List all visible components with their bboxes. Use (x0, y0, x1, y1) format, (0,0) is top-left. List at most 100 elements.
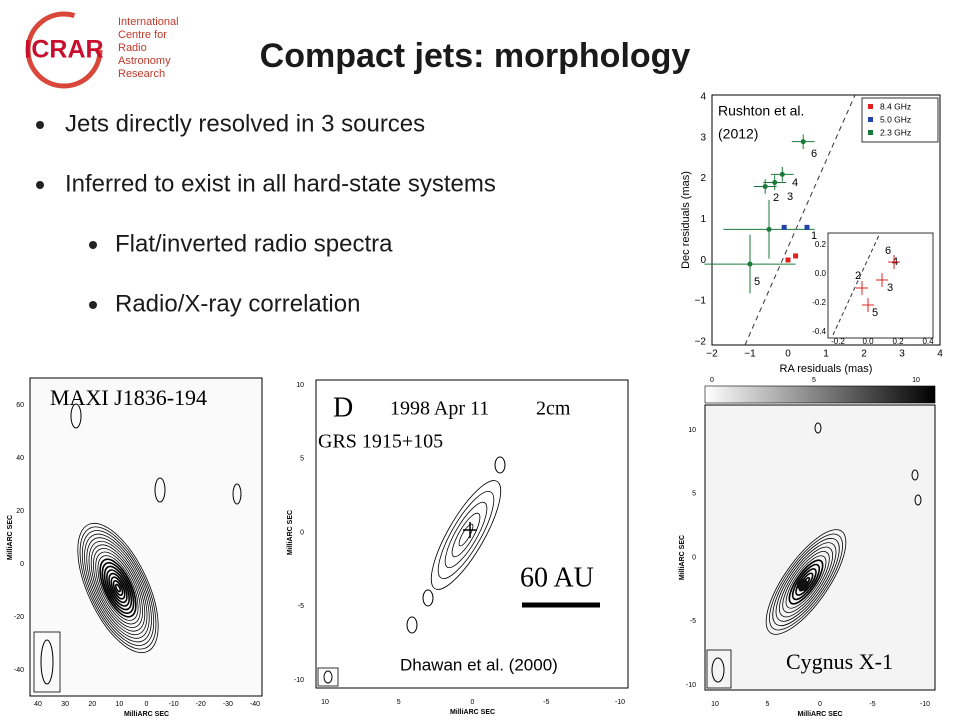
contour (437, 491, 495, 579)
y-tick-label: -20 (14, 614, 24, 621)
inset-y-tick: -0.2 (812, 298, 826, 307)
citation: Dhawan et al. (2000) (400, 655, 558, 674)
contour (97, 555, 139, 621)
x-tick-label: -5 (869, 701, 875, 708)
title: Compact jets: morphology (260, 37, 691, 75)
y-tick-label: 4 (700, 92, 706, 103)
source-label: MAXI J1836-194 (50, 385, 207, 410)
y-axis-label: Dec residuals (mas) (680, 171, 692, 269)
point (781, 224, 787, 230)
x-tick-label: 0 (145, 701, 149, 708)
x-tick-label: 20 (88, 701, 96, 708)
point (762, 184, 768, 190)
contour (458, 523, 474, 547)
colorbar-tick: 5 (812, 377, 816, 384)
point (766, 226, 772, 232)
x-tick-label: 0 (471, 699, 475, 706)
point (785, 257, 791, 263)
bullet-dot (36, 121, 44, 129)
x-tick-label: -20 (196, 701, 206, 708)
source-label: Cygnus X-1 (786, 649, 893, 674)
logo-line: Centre for (118, 29, 167, 41)
contour (444, 501, 488, 569)
band: 2cm (536, 398, 571, 420)
contour (103, 565, 133, 611)
contour (814, 422, 822, 434)
contour (782, 551, 830, 613)
contour (430, 480, 502, 590)
x-axis-label: MilliARC SEC (797, 711, 842, 718)
contour (110, 576, 126, 600)
date: 1998 Apr 11 (390, 398, 489, 420)
contour (70, 403, 82, 429)
contour (785, 555, 827, 609)
x-tick-label: 0 (818, 701, 822, 708)
contour (88, 540, 148, 636)
core (797, 579, 809, 591)
point (772, 179, 778, 185)
x-tick-label: 30 (61, 701, 69, 708)
point-label: 6 (811, 148, 817, 160)
contour (79, 526, 157, 650)
x-tick-label: -10 (920, 701, 930, 708)
y-tick-label: 2 (700, 173, 706, 184)
inset-y-tick: -0.4 (812, 327, 826, 336)
inset-y-tick: 0.2 (815, 240, 827, 249)
y-tick-label: 10 (296, 382, 304, 389)
y-tick-label: 0 (692, 554, 696, 561)
y-tick-label: -10 (686, 682, 696, 689)
inset-x-tick: 0.4 (922, 337, 934, 346)
citation: (2012) (718, 126, 758, 142)
inset-label: 3 (887, 282, 893, 294)
x-axis-label: MilliARC SEC (450, 709, 495, 716)
inset-label: 5 (872, 307, 878, 319)
inset-y-tick: 0.0 (815, 269, 827, 278)
x-tick-label: 10 (321, 699, 329, 706)
y-axis-label: MilliARC SEC (679, 535, 686, 580)
contour (99, 558, 137, 618)
bullet-dot (89, 241, 97, 249)
y-tick-label: 1 (700, 214, 706, 225)
contour (772, 537, 840, 627)
sub-bullet: Radio/X-ray correlation (115, 290, 360, 317)
sub-bullet: Flat/inverted radio spectra (115, 230, 393, 257)
x-tick-label: 1 (823, 349, 829, 360)
contour (84, 533, 152, 643)
logo-line: International (118, 16, 179, 28)
point-label: 4 (792, 177, 798, 189)
contour (494, 456, 506, 474)
contour (114, 583, 122, 593)
rushton-figure: Rushton et al.(2012)−2 −1 0 1 2 3 443210−1−2RA… (680, 92, 943, 375)
contour (154, 477, 166, 503)
x-tick-label: 10 (711, 701, 719, 708)
y-tick-label: −1 (695, 296, 707, 307)
source-label: GRS 1915+105 (318, 431, 443, 453)
contour (90, 544, 146, 632)
x-tick-label: -5 (543, 699, 549, 706)
contour (112, 580, 124, 596)
y-tick-label: 5 (692, 491, 696, 498)
y-tick-label: 0 (300, 529, 304, 536)
point (800, 139, 806, 145)
x-tick-label: -40 (250, 701, 260, 708)
contour (769, 533, 843, 631)
citation: Rushton et al. (718, 103, 804, 119)
inset-x-tick: -0.2 (831, 337, 845, 346)
point-label: 5 (754, 276, 760, 288)
cygnus-figure: 0 5 10 Cygnus X-1 10 5 0 -5 -10 10 5 0 -5 -10 MilliARC… (679, 377, 936, 718)
contour (93, 548, 143, 628)
contour (106, 569, 130, 607)
legend-swatch (868, 104, 873, 109)
x-tick-label: −2 (706, 349, 718, 360)
y-tick-label: -5 (690, 618, 696, 625)
point-label: 1 (811, 230, 817, 242)
contour (791, 563, 821, 601)
contour (795, 568, 817, 596)
x-tick-label: 4 (937, 349, 943, 360)
y-tick-label: 10 (688, 427, 696, 434)
colorbar-tick: 10 (912, 377, 920, 384)
contour (911, 469, 919, 481)
bullet-dot (36, 181, 44, 189)
